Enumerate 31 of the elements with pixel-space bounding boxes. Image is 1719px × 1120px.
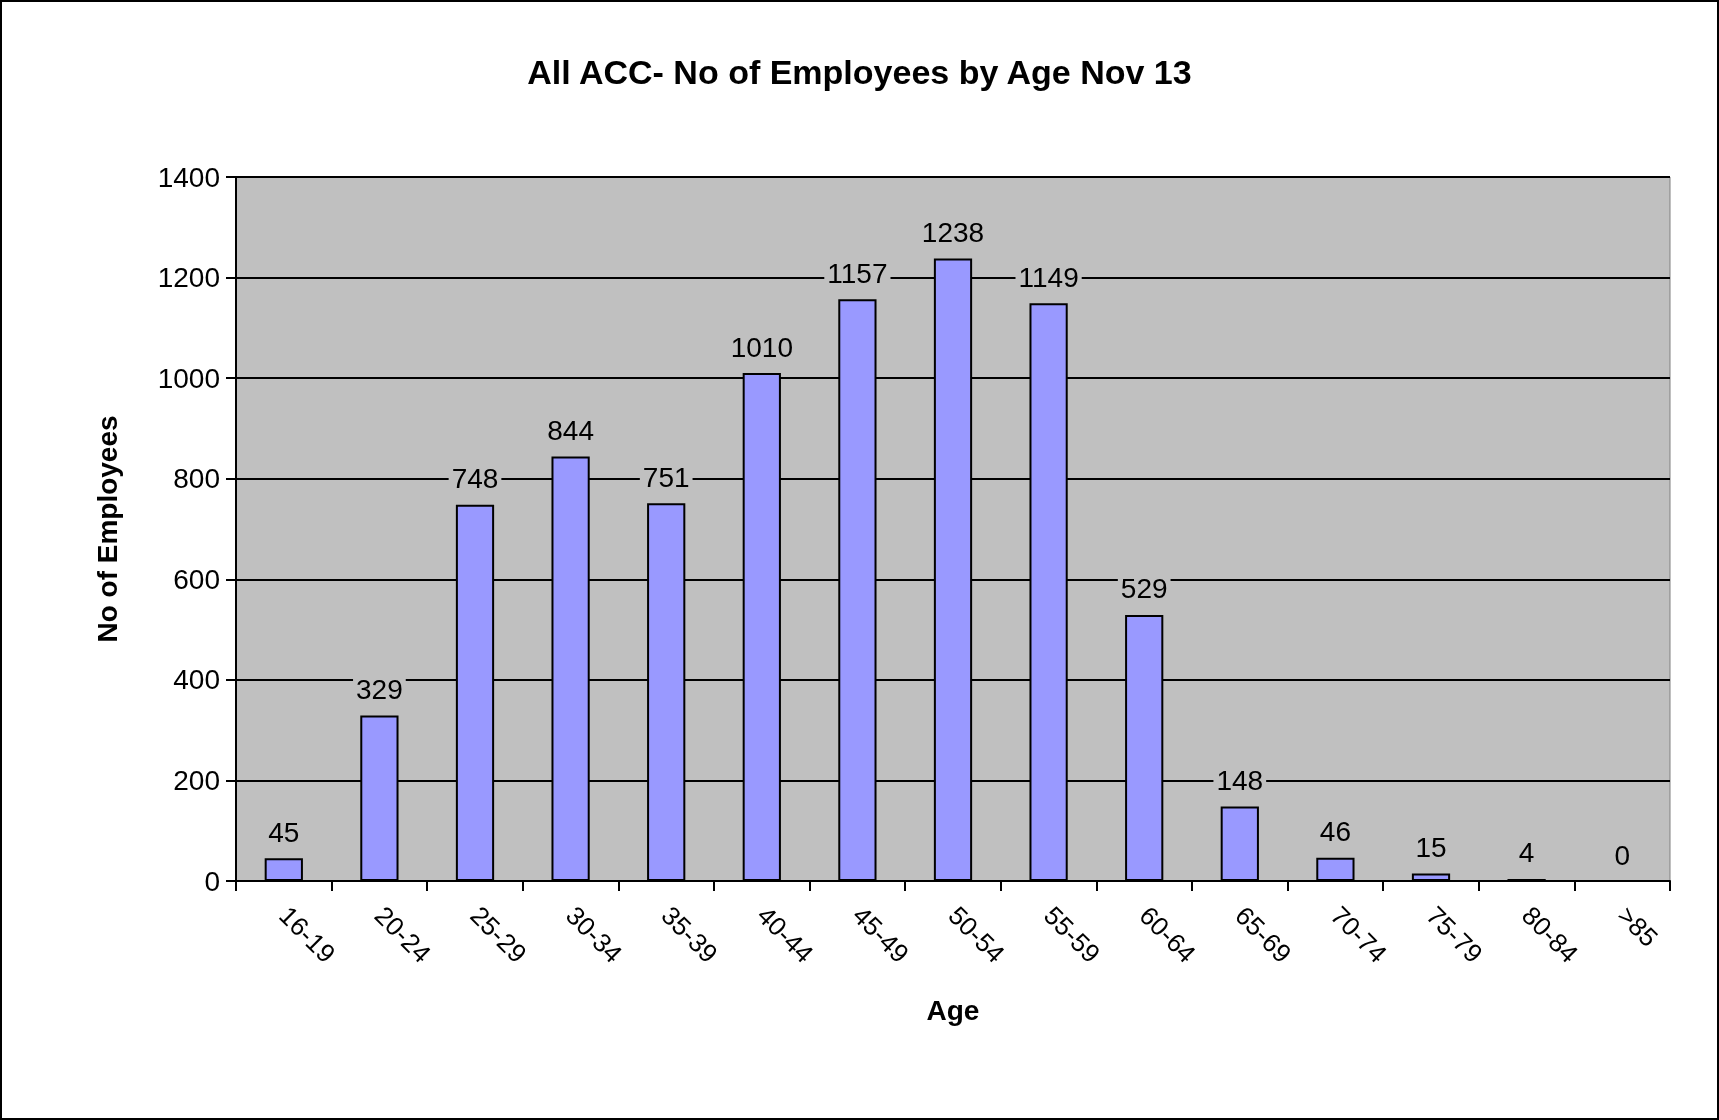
data-label: 4 — [1518, 837, 1535, 869]
y-tick-label: 1400 — [157, 161, 220, 193]
data-label: 15 — [1415, 831, 1447, 863]
data-label: 0 — [1614, 839, 1630, 871]
y-tick-label: 1200 — [157, 262, 220, 294]
x-axis-title: Age — [926, 994, 980, 1026]
data-label: 844 — [547, 415, 594, 447]
y-tick-label: 0 — [204, 865, 220, 897]
data-label: 148 — [1216, 765, 1264, 797]
bar — [1316, 857, 1355, 881]
x-tick-label: >85 — [1611, 900, 1664, 953]
data-label: 751 — [642, 461, 690, 493]
data-label: 1010 — [730, 331, 793, 363]
y-tick-label: 800 — [173, 463, 220, 495]
y-tick-label: 400 — [173, 664, 220, 696]
data-label: 1149 — [1018, 261, 1079, 293]
data-label: 46 — [1319, 816, 1351, 848]
data-label: 45 — [268, 816, 300, 848]
bar — [1411, 873, 1451, 881]
y-tick-label: 1000 — [157, 362, 220, 394]
data-label: 529 — [1120, 573, 1168, 605]
data-label: 1238 — [921, 216, 985, 248]
chart-title: All ACC- No of Employees by Age Nov 13 — [527, 53, 1192, 91]
data-label: 748 — [451, 463, 499, 495]
y-tick-label: 600 — [173, 563, 220, 595]
bar — [1220, 806, 1259, 881]
y-tick-label: 200 — [173, 764, 220, 796]
data-label: 329 — [356, 674, 403, 706]
y-axis-title: No of Employees — [91, 415, 123, 643]
data-label: 1157 — [827, 257, 888, 289]
bar — [264, 858, 303, 881]
